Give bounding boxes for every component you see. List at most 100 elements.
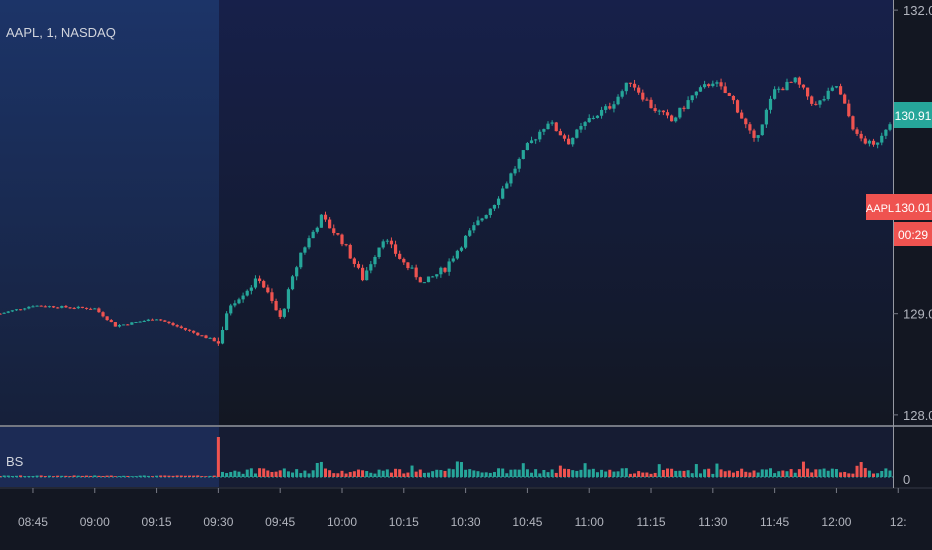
candle-body xyxy=(163,320,167,322)
candle-body xyxy=(838,86,843,95)
candle-body xyxy=(64,305,68,308)
candle-body xyxy=(130,322,134,325)
time-tick-label: 09:30 xyxy=(203,515,233,529)
volume-bar xyxy=(385,469,389,477)
volume-bar xyxy=(876,473,880,477)
candle-body xyxy=(286,289,291,309)
candle-body xyxy=(492,204,497,209)
last-price-label: 130.91 xyxy=(895,109,932,123)
candle-body xyxy=(257,278,262,282)
volume-bar xyxy=(587,469,591,477)
volume-bar xyxy=(10,476,14,477)
candle-body xyxy=(76,306,80,309)
volume-bar xyxy=(274,471,278,477)
candle-body xyxy=(715,82,719,84)
volume-bar xyxy=(319,461,323,477)
candle-body xyxy=(682,107,686,109)
volume-bar xyxy=(789,469,793,477)
candle-body xyxy=(216,341,220,344)
volume-bar xyxy=(867,470,871,477)
candle-body xyxy=(665,112,670,116)
candle-body xyxy=(35,305,39,307)
candle-body xyxy=(871,140,876,145)
symbol-title[interactable]: AAPL, 1, NASDAQ xyxy=(6,25,116,40)
volume-bar xyxy=(542,469,546,477)
candle-body xyxy=(14,309,19,311)
volume-bar xyxy=(715,463,719,477)
candle-body xyxy=(179,326,183,328)
volume-bar xyxy=(764,469,768,477)
candle-body xyxy=(459,247,464,251)
volume-bar xyxy=(797,469,801,477)
volume-bar xyxy=(52,476,56,477)
volume-bar xyxy=(233,470,237,477)
candle-body xyxy=(274,300,278,311)
volume-bar xyxy=(752,470,756,477)
volume-bar xyxy=(863,468,867,477)
candle-body xyxy=(657,110,661,112)
candle-body xyxy=(534,139,538,141)
volume-bar xyxy=(666,468,669,477)
candle-body xyxy=(546,123,550,130)
candle-body xyxy=(612,104,616,109)
candle-body xyxy=(641,92,645,100)
volume-bar xyxy=(830,468,834,477)
candle-body xyxy=(373,256,377,265)
candle-body xyxy=(68,307,72,309)
candle-body xyxy=(702,84,707,88)
candle-body xyxy=(876,142,880,145)
candle-body xyxy=(826,90,830,100)
volume-bar xyxy=(843,471,847,477)
candle-body xyxy=(719,82,723,87)
candle-body xyxy=(505,183,509,189)
candle-body xyxy=(10,310,14,312)
volume-bar xyxy=(880,471,884,477)
volume-bar xyxy=(39,475,43,477)
candle-body xyxy=(624,82,628,92)
candle-body xyxy=(698,87,703,92)
volume-bar xyxy=(85,475,89,477)
time-tick-label: 10:30 xyxy=(451,515,481,529)
candle-body xyxy=(167,321,171,324)
volume-bar xyxy=(637,471,641,477)
volume-bar xyxy=(447,468,451,477)
candle-body xyxy=(694,91,698,96)
candle-body xyxy=(435,274,439,277)
candle-body xyxy=(764,109,768,125)
volume-bar xyxy=(262,468,266,477)
candle-body xyxy=(818,100,822,105)
volume-bar xyxy=(834,469,838,477)
volume-bar xyxy=(641,472,645,477)
volume-bar xyxy=(398,469,402,477)
volume-bar xyxy=(439,470,443,477)
volume-bar xyxy=(183,475,187,477)
candle-body xyxy=(109,320,113,323)
volume-bar xyxy=(509,469,513,477)
candle-body xyxy=(678,107,682,118)
volume-bar xyxy=(698,473,702,477)
candle-body xyxy=(323,214,328,220)
volume-bar xyxy=(760,469,764,477)
volume-bar xyxy=(497,468,501,477)
volume-bar xyxy=(455,461,459,477)
candle-body xyxy=(843,94,847,104)
candle-body xyxy=(748,124,752,131)
candle-body xyxy=(496,198,501,205)
volume-bar xyxy=(249,468,253,477)
volume-bar xyxy=(810,472,814,477)
candle-body xyxy=(113,322,117,327)
candle-body xyxy=(867,140,871,144)
volume-bar xyxy=(744,471,748,477)
candle-body xyxy=(154,319,159,321)
indicator-label[interactable]: BS xyxy=(6,454,24,469)
volume-bar xyxy=(373,473,377,477)
volume-bar xyxy=(583,463,587,477)
candle-body xyxy=(253,278,258,288)
candle-body xyxy=(72,307,76,309)
candle-body xyxy=(381,241,385,248)
volume-bar xyxy=(649,473,653,477)
candle-body xyxy=(229,305,233,314)
candle-body xyxy=(142,320,146,322)
volume-bar xyxy=(216,437,220,477)
